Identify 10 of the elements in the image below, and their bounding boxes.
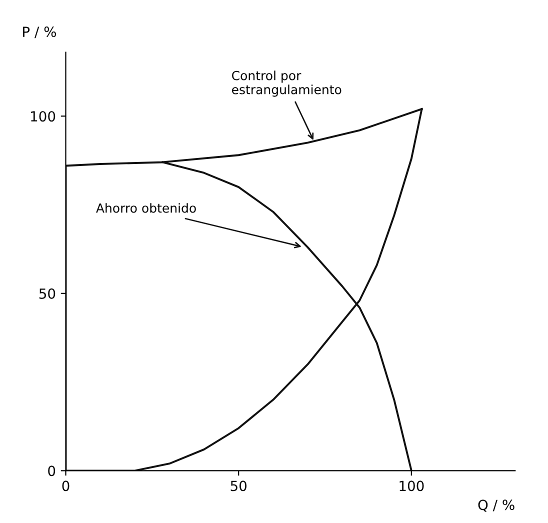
x-axis-title: Q / % [478, 500, 514, 512]
x-tick-label: 100 [400, 480, 424, 492]
annotation: Control por estrangulamiento [232, 70, 342, 97]
y-tick-label: 50 [39, 288, 56, 299]
annotation: Ahorro obtenido [96, 203, 196, 213]
y-tick-label: 100 [31, 111, 56, 122]
x-tick-label: 0 [62, 480, 70, 492]
x-tick-label: 50 [230, 480, 247, 492]
y-axis-title: P / % [23, 26, 56, 38]
y-tick-label: 0 [48, 466, 56, 476]
